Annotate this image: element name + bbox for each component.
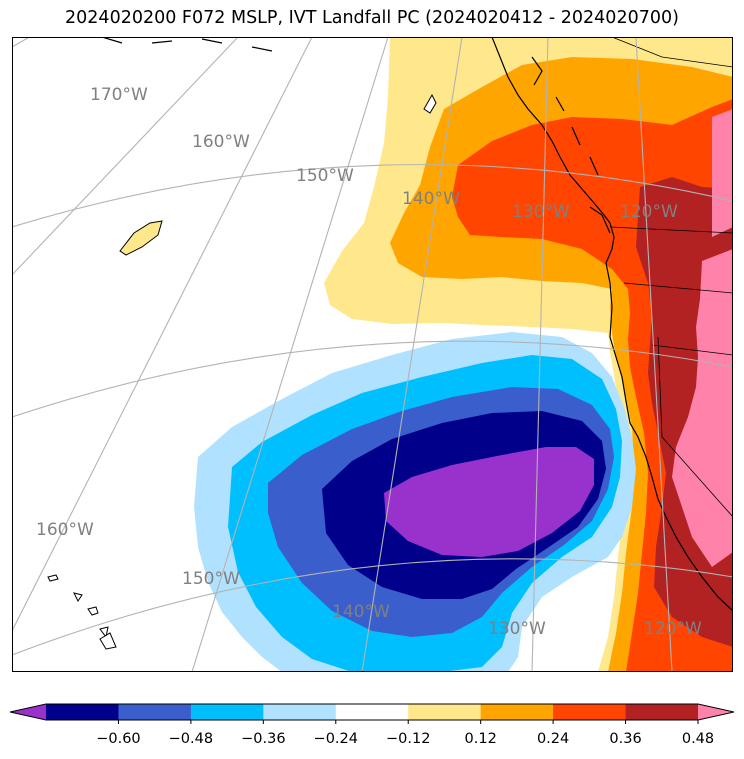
graticule xyxy=(12,37,733,672)
lon-label-upper-160w: 160°W xyxy=(192,132,250,152)
colorbar-segment xyxy=(118,704,192,720)
colorbar-segment xyxy=(335,704,409,720)
colorbar-segment xyxy=(625,704,699,720)
map-border xyxy=(12,37,733,672)
longitude-labels: 170°W 160°W 150°W 140°W 130°W 120°W 160°… xyxy=(36,85,702,639)
lon-label-upper-170w: 170°W xyxy=(90,85,148,105)
ivt-field-neg-060 xyxy=(384,447,594,557)
lon-label-lower-150w: 150°W xyxy=(182,569,240,589)
colorbar-tick-label: 0.24 xyxy=(537,731,569,747)
hawaiian-islands xyxy=(47,574,117,650)
map-panel: 170°W 160°W 150°W 140°W 130°W 120°W 160°… xyxy=(12,37,733,672)
lon-label-upper-140w: 140°W xyxy=(402,189,460,209)
colorbar-extend-min xyxy=(10,704,46,720)
colorbar-segments xyxy=(10,704,734,720)
lon-label-lower-130w: 130°W xyxy=(488,619,546,639)
colorbar-segment xyxy=(480,704,554,720)
island-small-north xyxy=(423,93,437,114)
colorbar-tick-label: 0.36 xyxy=(609,731,641,747)
colorbar-tick-labels: −0.60 −0.48 −0.36 −0.24 −0.12 0.12 0.24 0.36 0.4… xyxy=(96,720,714,747)
colorbar-tick-label: 0.12 xyxy=(465,731,497,747)
lon-label-lower-140w: 140°W xyxy=(332,602,390,622)
island-kodiak xyxy=(119,220,163,256)
colorbar-tick-label: 0.48 xyxy=(682,731,714,747)
colorbar-segment xyxy=(408,704,482,720)
colorbar-segment xyxy=(46,704,119,720)
colorbar-tick-label: −0.36 xyxy=(241,731,285,747)
lon-label-lower-160w: 160°W xyxy=(36,520,94,540)
colorbar-segment xyxy=(553,704,627,720)
colorbar-tick-label: −0.12 xyxy=(386,731,430,747)
colorbar-tick-label: −0.24 xyxy=(314,731,358,747)
colorbar-outline xyxy=(10,703,734,721)
figure-title: 2024020200 F072 MSLP, IVT Landfall PC (2… xyxy=(65,8,679,28)
lon-label-lower-120w: 120°W xyxy=(644,619,702,639)
colorbar-tick-label: −0.60 xyxy=(96,731,140,747)
coastlines xyxy=(101,37,733,612)
colorbar-segment xyxy=(263,704,337,720)
colorbar-tick-label: −0.48 xyxy=(169,731,213,747)
colorbar: −0.60 −0.48 −0.36 −0.24 −0.12 0.12 0.24 0.36 0.4… xyxy=(10,703,734,747)
lon-label-upper-130w: 130°W xyxy=(512,202,570,222)
lon-label-upper-120w: 120°W xyxy=(620,202,678,222)
colorbar-extend-max xyxy=(698,704,734,720)
lon-label-upper-150w: 150°W xyxy=(296,166,354,186)
colorbar-segment xyxy=(190,704,264,720)
ivt-field-pos-060 xyxy=(672,109,733,567)
